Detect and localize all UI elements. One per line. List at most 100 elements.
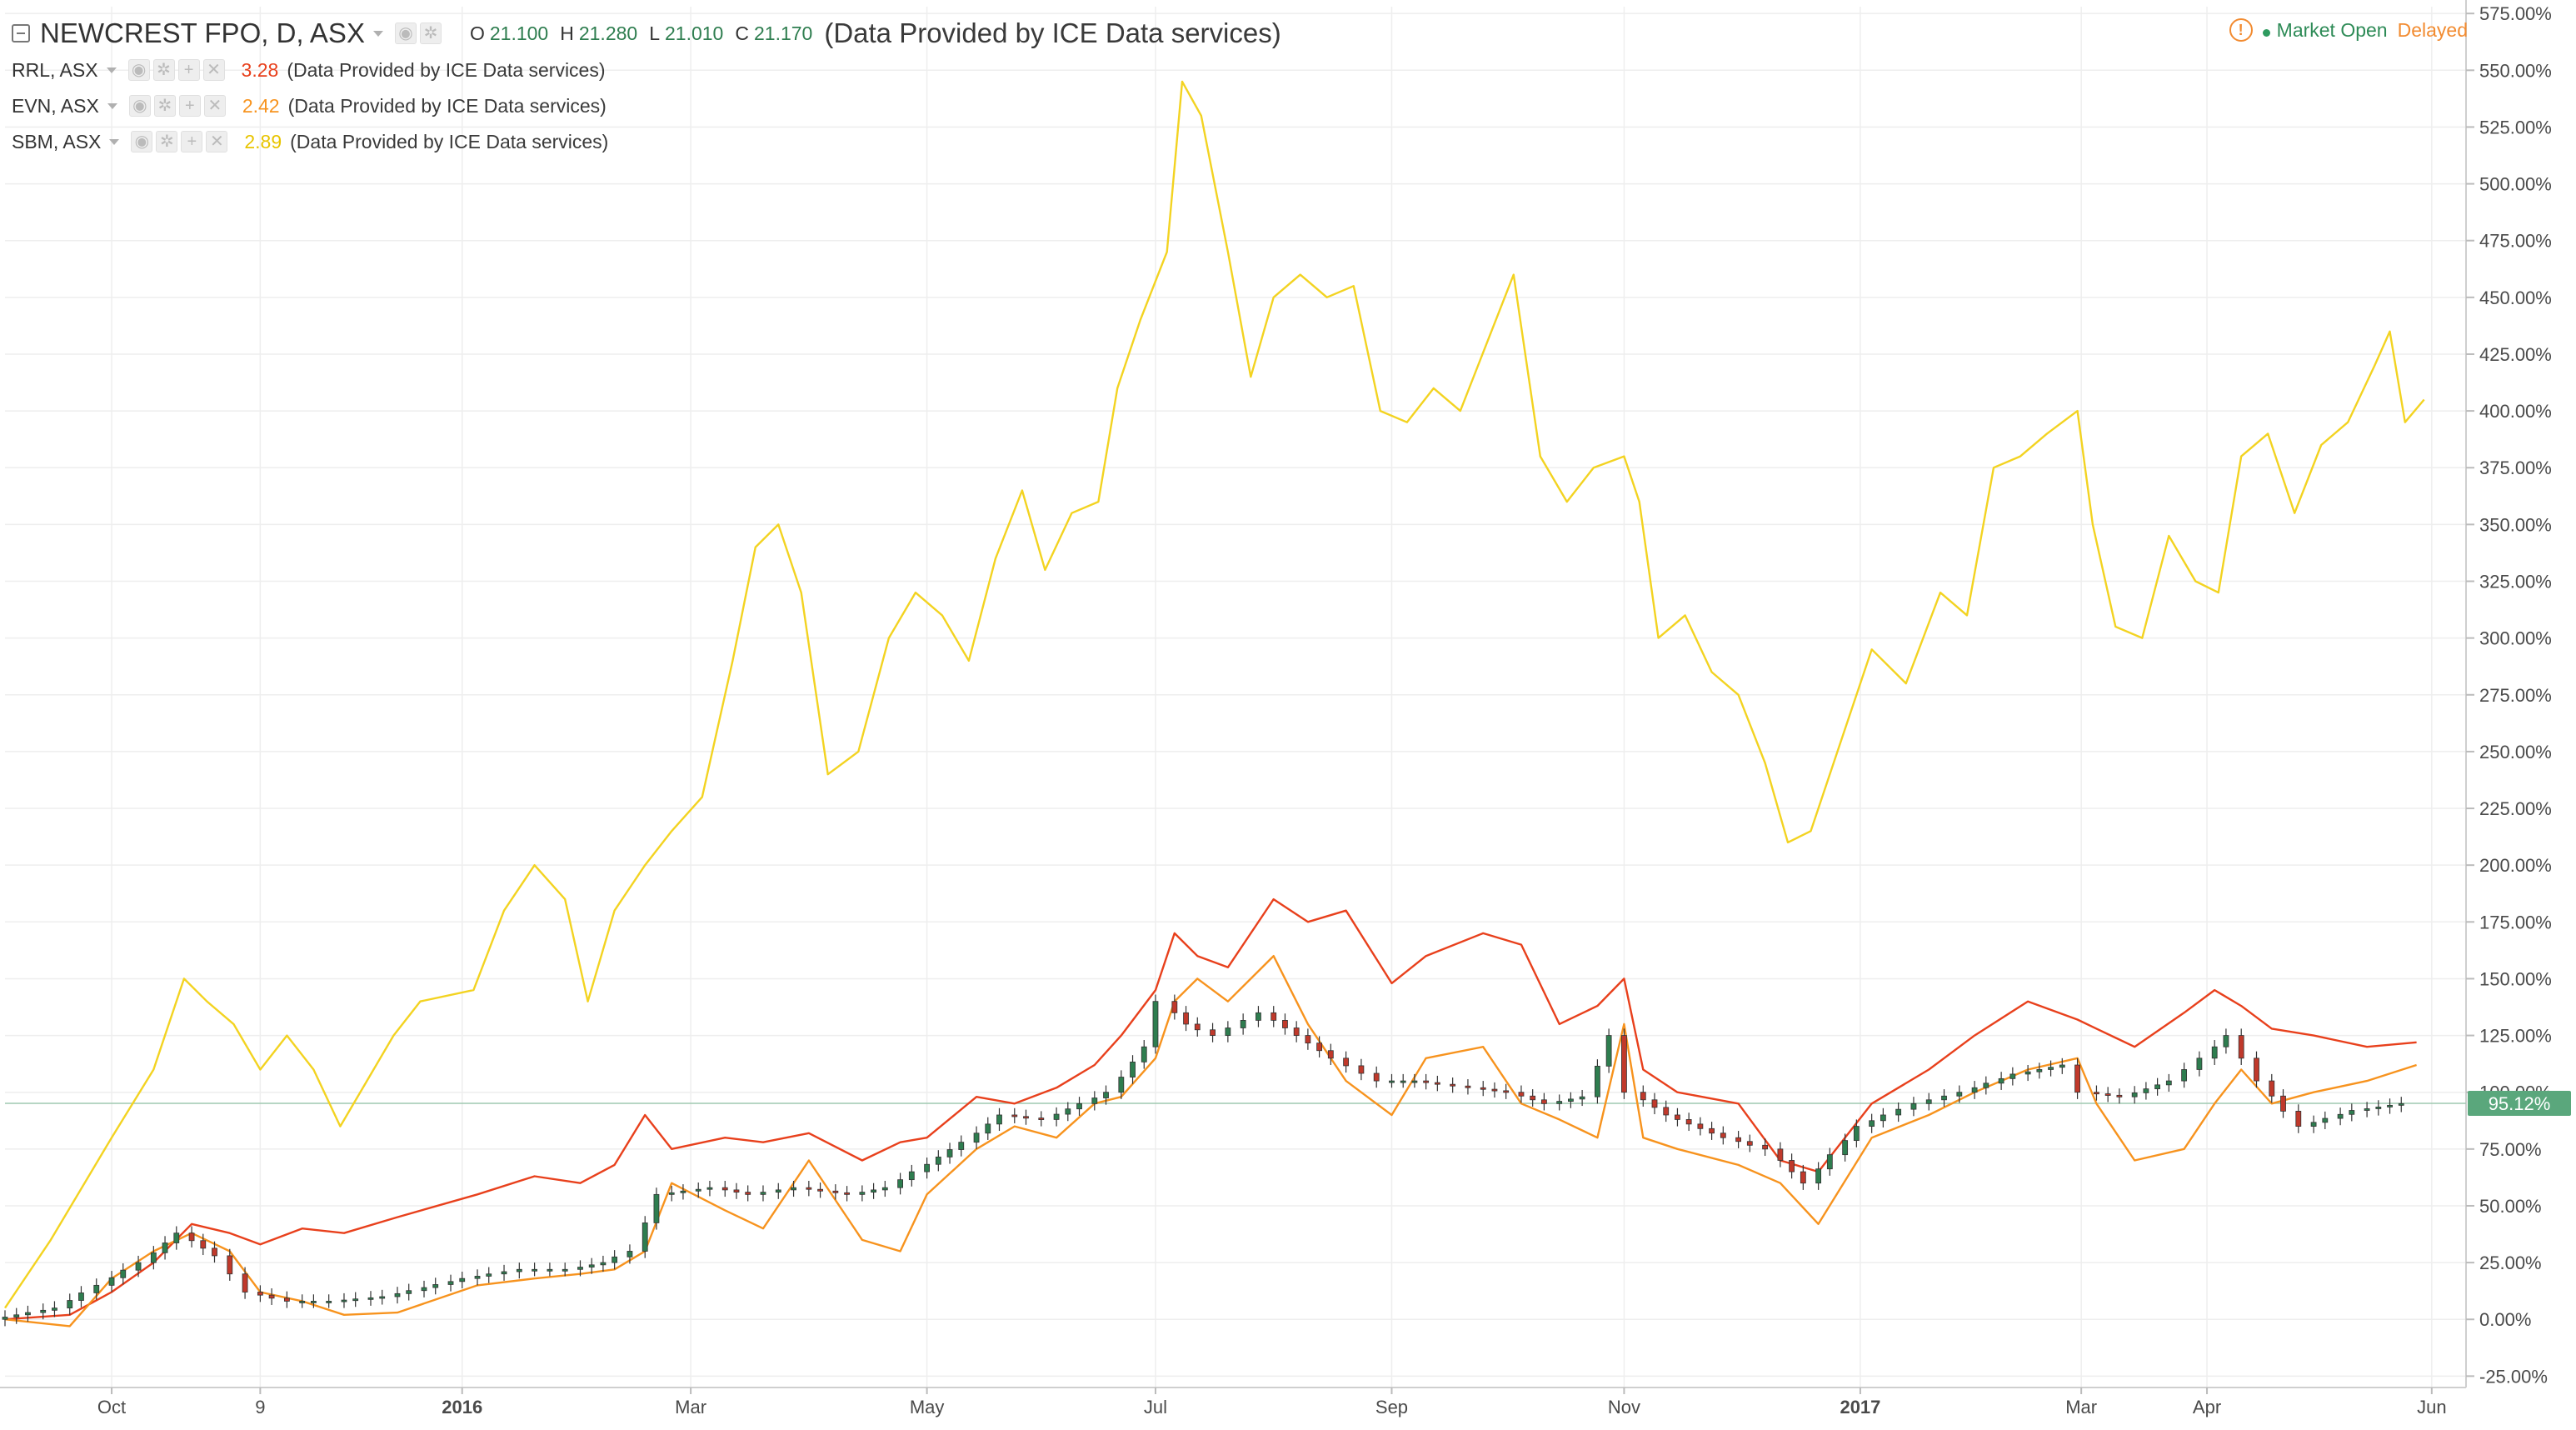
candle-body <box>2254 1058 2259 1082</box>
chevron-down-icon[interactable] <box>106 67 117 73</box>
candle-body <box>1777 1148 1784 1161</box>
candle-body <box>1595 1065 1600 1098</box>
candle-body <box>2 1317 8 1320</box>
x-tick-label: Mar <box>675 1397 706 1418</box>
candle-body <box>1800 1171 1806 1184</box>
candle-body <box>78 1292 84 1301</box>
candle-body <box>832 1190 839 1193</box>
candle-body <box>2181 1069 2188 1082</box>
candle-body <box>935 1156 941 1165</box>
candle-body <box>2211 1046 2218 1059</box>
candle-body <box>1869 1120 1875 1127</box>
candle-body <box>1305 1035 1311 1044</box>
ohlc-close-value: 21.170 <box>753 22 813 44</box>
candle-body <box>1556 1101 1563 1104</box>
candle-body <box>2375 1107 2382 1109</box>
chevron-down-icon[interactable] <box>109 138 120 145</box>
candle-body <box>1293 1028 1300 1036</box>
y-tick-label: 300.00% <box>2479 628 2552 649</box>
plus-icon[interactable]: + <box>178 95 201 117</box>
candle-body <box>268 1294 275 1299</box>
market-status: ! Market Open Delayed <box>2229 18 2468 42</box>
gear-icon[interactable]: ✲ <box>419 22 442 44</box>
candle-body <box>2048 1067 2054 1070</box>
chevron-down-icon[interactable] <box>372 30 383 37</box>
candle-body <box>859 1192 866 1195</box>
gear-icon[interactable]: ✲ <box>153 95 176 117</box>
main-symbol-title[interactable]: NEWCREST FPO, D, ASX <box>40 18 365 48</box>
candle-body <box>745 1192 751 1195</box>
candle-body <box>1746 1141 1753 1146</box>
candle-body <box>1651 1099 1658 1108</box>
legend-symbol[interactable]: EVN, ASX <box>12 94 99 117</box>
plus-icon[interactable]: + <box>181 131 203 152</box>
current-value-badge <box>2468 1091 2571 1117</box>
candle-body <box>1023 1116 1029 1119</box>
candle-body <box>150 1252 157 1263</box>
candle-body <box>2024 1071 2031 1075</box>
y-tick-label: 500.00% <box>2479 174 2552 195</box>
ohlc-close-label: C <box>735 22 749 44</box>
chevron-down-icon[interactable] <box>107 102 117 109</box>
candle-body <box>13 1314 20 1318</box>
candle-body <box>212 1248 217 1257</box>
candle-body <box>547 1268 553 1272</box>
close-icon[interactable]: ✕ <box>202 59 225 81</box>
legend-symbol[interactable]: SBM, ASX <box>12 130 102 152</box>
eye-icon[interactable]: ◉ <box>131 131 153 152</box>
close-icon[interactable]: ✕ <box>206 131 228 152</box>
x-tick-label: 9 <box>255 1397 265 1418</box>
status-dot-icon <box>2262 28 2270 37</box>
y-tick-label: 550.00% <box>2479 60 2552 81</box>
candle-body <box>516 1268 522 1272</box>
y-tick-label: 0.00% <box>2479 1309 2531 1330</box>
candle-body <box>1880 1114 1886 1122</box>
plus-icon[interactable]: + <box>177 59 200 81</box>
market-open-text: Market Open <box>2276 18 2388 41</box>
legend-row-rrl: RRL, ASX ◉ ✲ + ✕ 3.28 (Data Provided by … <box>12 55 606 85</box>
ohlc-open-label: O <box>469 22 485 44</box>
candle-body <box>973 1132 980 1143</box>
y-tick-label: -25.00% <box>2479 1366 2548 1387</box>
candle-body <box>1091 1098 1098 1104</box>
candle-body <box>1271 1012 1277 1021</box>
candle-body <box>1697 1123 1704 1129</box>
candle-body <box>1141 1046 1147 1062</box>
candle-body <box>40 1309 47 1313</box>
candle-body <box>2337 1113 2344 1119</box>
candle-body <box>908 1171 915 1181</box>
candle-body <box>1540 1099 1547 1104</box>
warning-icon[interactable]: ! <box>2229 18 2253 42</box>
candle-body <box>1762 1144 1769 1150</box>
eye-icon[interactable]: ◉ <box>394 22 417 44</box>
eye-icon[interactable]: ◉ <box>128 95 151 117</box>
y-tick-label: 275.00% <box>2479 685 2552 706</box>
candle-body <box>871 1189 876 1193</box>
main-symbol-legend: NEWCREST FPO, D, ASX ◉ ✲ O 21.100 H 21.280… <box>12 18 1281 48</box>
candle-body <box>283 1298 290 1302</box>
candle-body <box>721 1187 728 1191</box>
eye-icon[interactable]: ◉ <box>127 59 150 81</box>
collapse-icon[interactable] <box>12 24 30 42</box>
close-icon[interactable]: ✕ <box>203 95 226 117</box>
legend-symbol[interactable]: RRL, ASX <box>12 58 98 81</box>
y-tick-label: 150.00% <box>2479 968 2552 989</box>
candle-body <box>447 1281 454 1285</box>
x-tick-label: Sep <box>1375 1397 1408 1418</box>
candle-body <box>25 1312 31 1316</box>
candle-body <box>242 1273 248 1292</box>
candle-body <box>1998 1078 2004 1084</box>
candle-body <box>1853 1126 1860 1142</box>
candle-body <box>2165 1080 2172 1086</box>
candle-body <box>474 1276 481 1279</box>
candle-body <box>2398 1102 2404 1106</box>
candle-body <box>1826 1154 1833 1170</box>
legend-provided-text: (Data Provided by ICE Data services) <box>287 58 606 81</box>
candle-body <box>1434 1082 1440 1085</box>
candle-body <box>1956 1092 1963 1097</box>
y-tick-label: 375.00% <box>2479 458 2552 478</box>
gear-icon[interactable]: ✲ <box>152 59 175 81</box>
gear-icon[interactable]: ✲ <box>156 131 178 152</box>
